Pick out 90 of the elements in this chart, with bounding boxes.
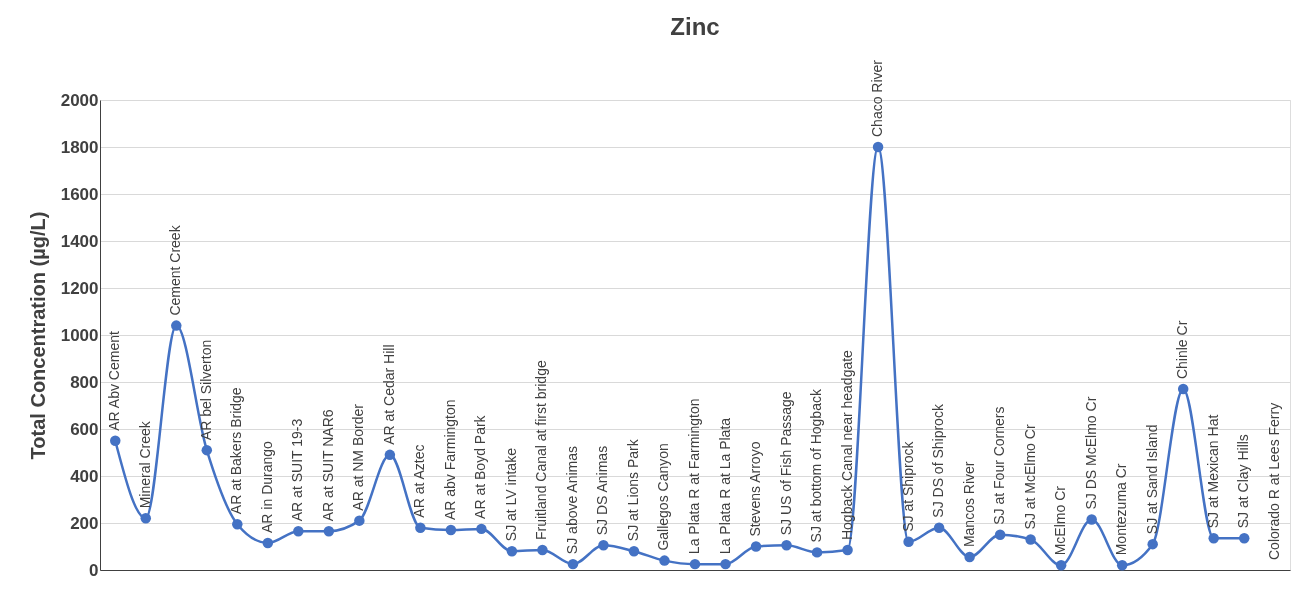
y-tick-label: 800 [70,372,99,392]
x-tick-label: SJ DS of Shiprock [930,403,947,518]
x-tick-label: Gallegos Canyon [655,443,672,551]
x-tick-label: AR at SUIT 19-3 [289,418,306,522]
point [598,540,609,551]
x-tick-label: SJ at Clay Hills [1235,434,1252,529]
y-tick-label: 2000 [60,90,99,110]
point [140,513,152,524]
x-tick-label: SJ at Four Corners [991,406,1008,525]
x-tick-label: AR in Durango [258,440,275,533]
point [781,540,792,551]
point [232,518,243,530]
point [994,529,1006,540]
point [842,544,853,556]
point [506,545,518,557]
y-tick-label: 1400 [60,231,99,251]
x-tick-label: Chaco River [869,59,886,137]
point [1116,560,1128,571]
point [1208,533,1219,544]
point [110,435,121,446]
x-tick-label: SJ at Lions Park [624,438,641,542]
y-tick-label: 600 [70,419,99,439]
x-tick-label: SJ DS McElmo Cr [1082,396,1099,510]
point [171,320,182,331]
point [872,141,884,153]
point [201,444,213,456]
point [903,536,914,548]
chart-title: Zinc [670,12,720,40]
x-tick-label: AR at Boyd Park [472,414,489,519]
point [476,523,487,535]
point [1238,533,1250,544]
y-tick-label: 1200 [60,278,99,298]
point [720,558,731,570]
y-tick-label: 400 [70,466,99,486]
point [1086,514,1097,525]
point [933,522,945,533]
x-tick-label: AR at NM Border [350,403,367,511]
x-tick-label: SJ at Sand Island [1143,424,1160,535]
x-tick-label: SJ at bottom of Hogback [808,388,825,543]
x-tick-label: SJ at LV intake [502,447,519,542]
x-tick-label: AR at Cedar Hill [380,344,397,445]
x-tick-label: Mancos River [960,461,977,548]
point [811,547,823,558]
x-tick-label: McElmo Cr [1052,485,1069,556]
x-tick-label: Fruitland Canal at first bridge [533,360,550,541]
x-tick-label: Chinle Cr [1174,320,1191,380]
x-tick-label: Cement Creek [167,224,184,316]
point [415,522,426,533]
x-tick-label: SJ at Shiprock [899,440,916,532]
y-tick-label: 1800 [60,137,99,157]
x-tick-label: SJ above Animas [563,445,580,555]
point [964,551,975,563]
y-tick-label: 1600 [60,184,99,204]
x-tick-label: Montezuma Cr [1113,463,1130,556]
point [445,524,457,536]
point [659,555,670,566]
point [537,544,548,556]
point [1147,538,1158,550]
y-tick-label: 1000 [60,325,99,345]
point [689,558,701,570]
y-tick-label: 0 [89,560,99,580]
x-tick-label: AR Abv Cement [106,331,123,431]
x-tick-label: AR bel Silverton [197,339,214,441]
point [567,558,579,570]
point [1177,383,1189,395]
point [293,525,304,537]
x-tick-label: Stevens Arroyo [747,441,764,537]
x-tick-label: Hogback Canal near headgate [838,349,855,541]
x-tick-label: AR at Bakers Bridge [228,387,245,515]
point [354,515,365,526]
x-tick-label: AR abv Farmington [441,399,458,521]
point [750,541,762,552]
x-tick-label: SJ at Mexican Hat [1204,414,1221,529]
point [262,537,274,549]
x-tick-label: SJ at McElmo Cr [1021,424,1038,530]
x-tick-label: AR at SUIT NAR6 [319,409,336,522]
point [1055,560,1067,571]
x-tick-label: Mineral Creek [136,420,153,509]
x-tick-label: AR at Aztec [411,444,428,518]
x-tick-label: Colorado R at Lees Ferry [1265,402,1282,560]
x-tick-label: La Plata R at La Plata [716,417,733,555]
point [384,449,396,461]
x-tick-label: SJ DS Animas [594,445,611,536]
x-tick-label: La Plata R at Farmington [686,398,702,555]
x-tick-label: SJ US of Fish Passage [777,391,794,536]
y-tick-label: 200 [70,513,99,533]
point [323,525,335,537]
y-axis-title: Total Concentration (µg/L) [26,211,49,460]
point [1025,534,1036,545]
point [628,545,640,557]
